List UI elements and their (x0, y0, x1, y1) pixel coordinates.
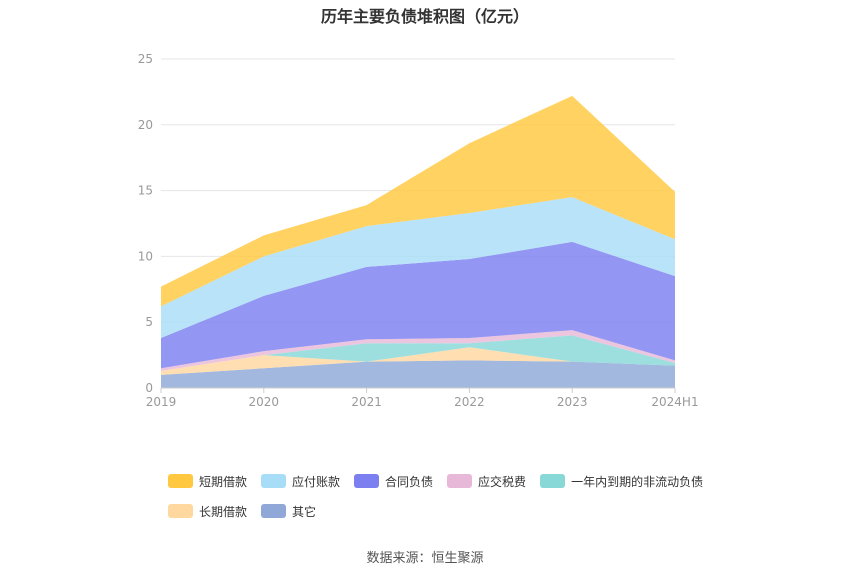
data-source: 数据来源：恒生聚源 (366, 551, 484, 566)
y-tick-label: 25 (138, 52, 153, 66)
legend-swatch (540, 474, 566, 488)
chart-title: 历年主要负债堆积图（亿元） (320, 7, 529, 26)
legend-swatch (261, 474, 287, 488)
legend-label: 长期借款 (199, 504, 248, 519)
x-tick-label: 2022 (454, 395, 485, 409)
legend-label: 一年内到期的非流动负债 (571, 474, 704, 489)
legend-swatch (168, 474, 193, 488)
legend-item[interactable]: 一年内到期的非流动负债 (540, 472, 703, 490)
area-合同负债 (161, 241, 675, 369)
legend-label: 其它 (292, 504, 317, 519)
legend-swatch (168, 504, 193, 518)
y-tick-label: 20 (138, 118, 153, 132)
legend-label: 应付账款 (292, 474, 341, 489)
legend-item[interactable]: 其它 (261, 502, 316, 520)
x-tick-label: 2021 (351, 395, 382, 409)
legend-item[interactable]: 合同负债 (354, 472, 433, 490)
x-tick-label: 2023 (557, 395, 588, 409)
legend-swatch (354, 474, 380, 488)
y-tick-label: 15 (138, 184, 153, 198)
legend-label: 合同负债 (385, 474, 434, 489)
y-tick-label: 10 (138, 249, 153, 263)
y-tick-label: 0 (145, 381, 153, 395)
x-tick-label: 2024H1 (651, 395, 698, 409)
y-tick-label: 5 (145, 315, 153, 329)
legend-item[interactable]: 应交税费 (447, 472, 526, 490)
area-短期借款 (161, 95, 675, 307)
legend-label: 短期借款 (199, 474, 248, 489)
legend-item[interactable]: 应付账款 (261, 472, 340, 490)
area-长期借款 (161, 347, 675, 375)
legend-label: 应交税费 (478, 474, 527, 489)
x-tick-label: 2020 (249, 395, 280, 409)
chart-legend: 短期借款 应付账款 合同负债 应交税费 一年内到期的非流动负债长期借款 其它 (168, 472, 728, 520)
legend-swatch (447, 474, 473, 488)
legend-item[interactable]: 短期借款 (168, 472, 247, 490)
x-tick-label: 2019 (146, 395, 177, 409)
area-其它 (161, 360, 675, 388)
legend-item[interactable]: 长期借款 (168, 502, 247, 520)
area-一年内到期的非流动负债 (161, 335, 675, 371)
area-应付账款 (161, 197, 675, 338)
legend-swatch (261, 504, 287, 518)
